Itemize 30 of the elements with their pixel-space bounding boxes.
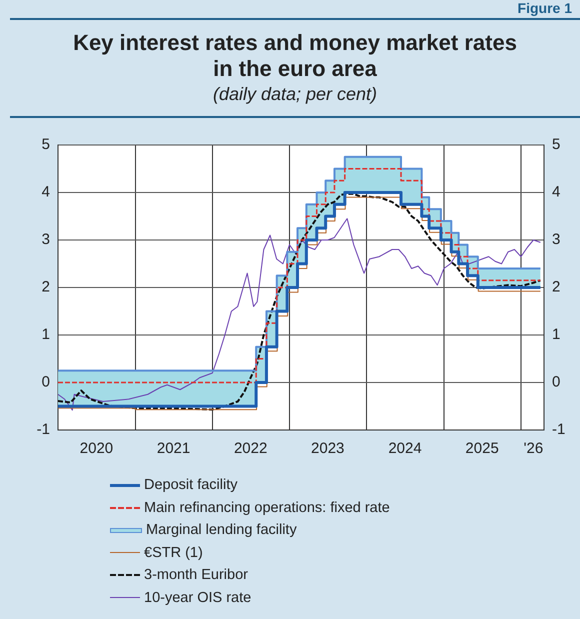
y2-tick-label: 3 xyxy=(552,231,560,248)
legend-label: 10-year OIS rate xyxy=(144,590,252,606)
caption: Figure 1 xyxy=(518,0,572,16)
y-tick-label: 0 xyxy=(42,374,50,391)
y2-tick-label: 2 xyxy=(552,278,560,296)
x-tick-label: '26 xyxy=(524,440,544,458)
y-tick-label: 1 xyxy=(42,326,50,344)
y-tick-label: 4 xyxy=(42,184,50,201)
y-tick-label: -1 xyxy=(36,421,50,438)
legend-label: Marginal lending facility xyxy=(146,522,297,538)
y-tick-label: 2 xyxy=(42,278,50,296)
x-tick-label: 2020 xyxy=(80,440,114,458)
x-tick-label: 2023 xyxy=(311,440,344,458)
y2-tick-label: 4 xyxy=(552,184,560,201)
legend-label: €STR (1) xyxy=(144,544,203,561)
y-tick-label: 5 xyxy=(42,136,50,154)
y2-tick-label: 5 xyxy=(552,136,560,154)
y2-tick-label: 1 xyxy=(552,326,560,344)
y2-tick-label: -1 xyxy=(552,421,566,438)
chart-subtitle: (daily data; per cent) xyxy=(212,84,378,105)
x-tick-label: 2025 xyxy=(465,440,499,458)
x-tick-label: 2024 xyxy=(388,440,422,458)
y2-tick-label: 0 xyxy=(552,374,560,391)
legend-label: Main refinancing operations: fixed rate xyxy=(144,500,390,516)
chart-title: Key interest rates and money market rates in the euro area xyxy=(72,30,518,82)
legend-label: 3-month Euribor xyxy=(144,567,248,584)
y-tick-label: 3 xyxy=(42,231,50,248)
legend-label: Deposit facility xyxy=(144,477,238,494)
x-tick-label: 2021 xyxy=(156,440,190,458)
x-tick-label: 2022 xyxy=(234,440,268,458)
